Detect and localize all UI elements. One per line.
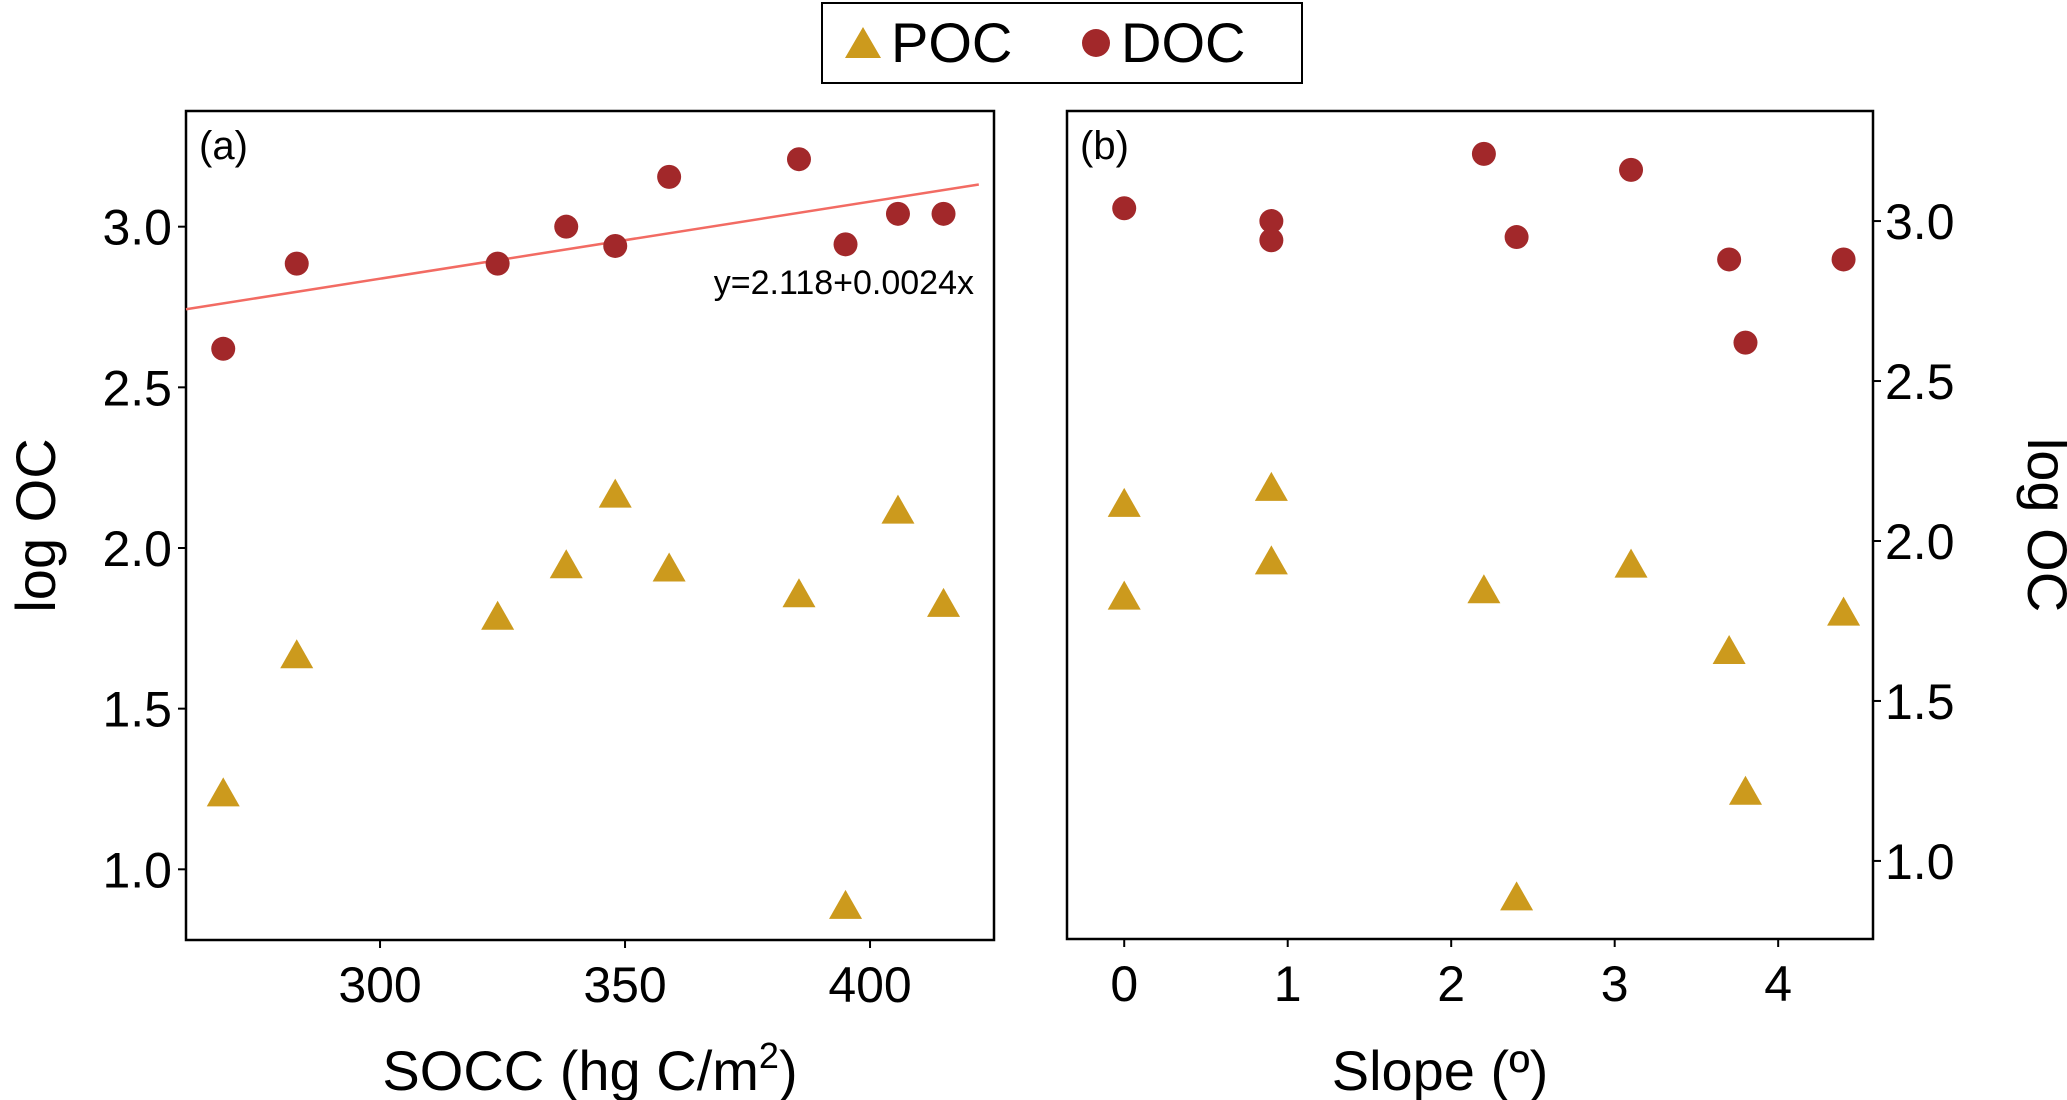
poc-point — [598, 478, 632, 508]
doc-point — [1831, 247, 1856, 272]
y-tick-label: 1.5 — [102, 682, 172, 738]
regression-line — [185, 183, 980, 311]
doc-point — [554, 214, 579, 239]
doc-point — [1733, 330, 1758, 355]
poc-point — [1254, 471, 1288, 501]
doc-point — [1504, 225, 1529, 250]
legend: POC DOC — [821, 2, 1303, 84]
y-tick-label: 3.0 — [102, 200, 172, 256]
x-tick-label: 1 — [1274, 956, 1302, 1012]
y-tick-label: 1.0 — [1885, 834, 1955, 890]
panel-a-x-ticks: 300 350 400 — [338, 940, 912, 1013]
legend-label-poc: POC — [891, 11, 1013, 74]
panel-b-frame — [1065, 109, 1875, 941]
panel-a-regression — [185, 183, 980, 311]
doc-point — [284, 251, 309, 276]
poc-point — [1712, 634, 1746, 664]
panel-a-frame — [184, 109, 996, 942]
poc-point — [1728, 775, 1762, 805]
doc-point — [833, 232, 858, 257]
x-tick-label: 400 — [828, 957, 911, 1013]
x-tick-label: 4 — [1764, 956, 1792, 1012]
poc-point — [881, 494, 915, 524]
doc-point — [786, 147, 811, 172]
panel-a: 300 350 400 1.0 1.5 2.0 2.5 3.0 (a) y=2.118+0.… — [4, 109, 996, 1100]
poc-point — [1254, 545, 1288, 575]
poc-point — [549, 549, 583, 579]
y-tick-label: 2.0 — [102, 521, 172, 577]
doc-point — [1471, 141, 1496, 166]
legend-item-poc: POC — [843, 4, 1012, 82]
poc-point — [1107, 580, 1141, 610]
panel-a-points — [206, 147, 961, 919]
x-tick-label: 2 — [1437, 956, 1465, 1012]
x-axis-title-base: SOCC (hg C/m — [382, 1039, 759, 1100]
poc-point — [782, 578, 816, 608]
x-axis-title-tail: ) — [779, 1039, 798, 1100]
doc-point — [931, 201, 956, 226]
panel-b: 0 1 2 3 4 1.0 1.5 2.0 2.5 3.0 (b) Slope (º) log … — [1065, 109, 2067, 1100]
y-tick-label: 3.0 — [1885, 194, 1955, 250]
poc-point — [652, 552, 686, 582]
y-tick-label: 2.0 — [1885, 514, 1955, 570]
doc-point — [1619, 157, 1644, 182]
poc-point — [1827, 596, 1861, 626]
doc-point — [885, 201, 910, 226]
panel-b-label: (b) — [1080, 124, 1129, 168]
x-axis-title-superscript: 2 — [759, 1035, 779, 1076]
poc-point — [1500, 881, 1534, 911]
poc-point — [1107, 487, 1141, 517]
x-tick-label: 0 — [1110, 956, 1138, 1012]
poc-point — [1467, 574, 1501, 604]
regression-equation: y=2.118+0.0024x — [714, 264, 974, 302]
panel-a-y-ticks: 1.0 1.5 2.0 2.5 3.0 — [102, 200, 186, 898]
panel-a-y-axis-title: log OC — [4, 438, 67, 612]
x-tick-label: 300 — [338, 957, 421, 1013]
poc-point — [206, 777, 240, 807]
doc-point — [485, 251, 510, 276]
doc-point — [1717, 247, 1742, 272]
y-tick-label: 2.5 — [102, 360, 172, 416]
doc-point — [657, 164, 682, 189]
doc-point — [1259, 209, 1284, 234]
x-tick-label: 3 — [1601, 956, 1629, 1012]
poc-point — [829, 889, 863, 919]
y-tick-label: 2.5 — [1885, 354, 1955, 410]
x-tick-label: 350 — [583, 957, 666, 1013]
poc-point — [927, 587, 961, 617]
y-tick-label: 1.0 — [102, 842, 172, 898]
panel-a-label: (a) — [199, 124, 248, 168]
panel-b-points — [1107, 141, 1861, 911]
legend-triangle-icon — [845, 27, 881, 58]
doc-point — [603, 233, 628, 258]
panel-b-x-ticks: 0 1 2 3 4 — [1110, 939, 1792, 1012]
legend-item-doc: DOC — [1079, 4, 1245, 82]
panel-b-y-axis-title: log OC — [2016, 438, 2067, 612]
poc-point — [481, 600, 515, 630]
poc-point — [280, 639, 314, 669]
y-tick-label: 1.5 — [1885, 674, 1955, 730]
doc-point — [1259, 228, 1284, 253]
panel-b-y-ticks: 1.0 1.5 2.0 2.5 3.0 — [1873, 194, 1955, 890]
doc-point — [211, 336, 236, 361]
panel-b-x-axis-title: Slope (º) — [1332, 1039, 1549, 1100]
doc-point — [1112, 196, 1137, 221]
legend-circle-icon — [1082, 29, 1110, 57]
panel-a-x-axis-title: SOCC (hg C/m2) — [382, 1035, 797, 1100]
poc-point — [1614, 548, 1648, 578]
legend-label-doc: DOC — [1121, 11, 1246, 74]
